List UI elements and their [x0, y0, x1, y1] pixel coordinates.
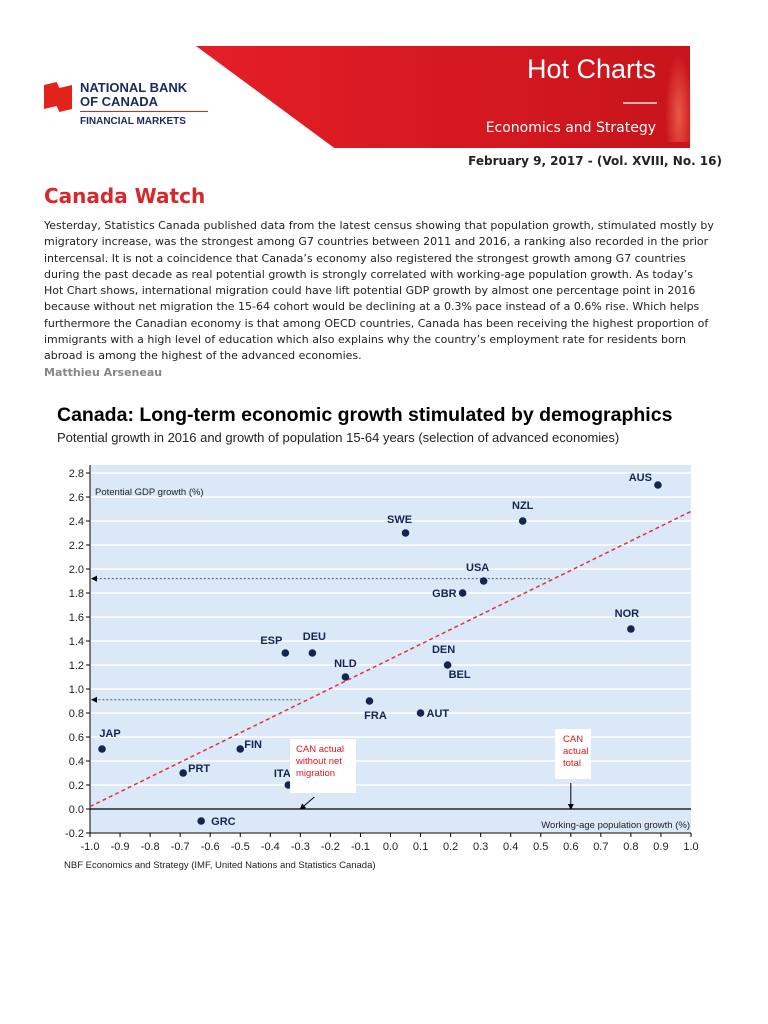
x-tick-label: -0.7 [171, 841, 190, 853]
y-tick-label: 1.4 [69, 636, 84, 648]
x-tick-label: 0.4 [503, 841, 518, 853]
data-point [341, 673, 350, 681]
logo-line: OF CANADA [80, 94, 158, 109]
point-label: JAP [99, 728, 120, 740]
y-tick-label: 2.2 [69, 540, 84, 552]
point-label: FRA [364, 710, 387, 722]
point-label: SWE [387, 514, 412, 526]
issue-date: February 9, 2017 - (Vol. XVIII, No. 16) [468, 154, 722, 168]
y-tick-label: 0.2 [69, 780, 84, 792]
x-tick-label: 0.8 [623, 841, 638, 853]
x-axis-label: Working-age population growth (%) [541, 820, 690, 831]
logo-line: NATIONAL BANK [80, 80, 188, 95]
data-point [98, 745, 106, 753]
y-tick-label: 0.8 [69, 708, 84, 720]
point-label: PRT [188, 763, 210, 775]
y-axis-label: Potential GDP growth (%) [95, 487, 204, 498]
point-label: GBR [432, 588, 457, 600]
data-point [654, 481, 662, 489]
data-point [236, 745, 245, 753]
x-tick-label: -0.6 [201, 841, 220, 853]
point-label: USA [466, 562, 489, 574]
point-label: GRC [211, 816, 236, 828]
y-tick-label: -0.2 [65, 828, 84, 840]
point-label: ITA [274, 768, 291, 780]
y-tick-label: 2.6 [69, 492, 84, 504]
point-label: AUS [629, 472, 652, 484]
chart-subtitle: Potential growth in 2016 and growth of p… [57, 430, 620, 445]
y-tick-label: 2.0 [69, 564, 84, 576]
x-tick-label: 0.5 [533, 841, 548, 853]
annotation-text: migration [296, 768, 335, 779]
data-point [197, 817, 205, 825]
x-tick-label: -0.4 [261, 841, 280, 853]
x-tick-label: -0.1 [351, 841, 370, 853]
x-tick-label: 0.6 [563, 841, 578, 853]
data-point [458, 589, 467, 597]
x-tick-label: 0.1 [413, 841, 428, 853]
flag-icon [44, 82, 72, 112]
flame-icon [665, 52, 693, 142]
point-label: ESP [260, 635, 282, 647]
data-point [281, 649, 290, 657]
data-point [479, 577, 488, 585]
x-tick-label: 0.9 [653, 841, 668, 853]
data-point [627, 625, 635, 633]
point-label: DEN [432, 644, 455, 656]
annotation-arrow [299, 796, 315, 810]
x-tick-label: 0.0 [383, 841, 398, 853]
annotation-text: actual [563, 746, 588, 757]
point-label: BEL [449, 669, 471, 681]
point-label: NLD [334, 658, 357, 670]
point-label: NOR [615, 608, 640, 620]
y-tick-label: 0.4 [69, 756, 84, 768]
y-tick-label: 2.4 [69, 516, 84, 528]
y-tick-label: 0.6 [69, 732, 84, 744]
x-tick-label: -0.9 [111, 841, 130, 853]
chart-source: NBF Economics and Strategy (IMF, United … [64, 860, 376, 871]
y-tick-label: 1.0 [69, 684, 84, 696]
article-title: Canada Watch [44, 184, 206, 208]
logo-line: FINANCIAL MARKETS [80, 116, 186, 127]
annotation-text: CAN [563, 734, 583, 745]
x-tick-label: -1.0 [81, 841, 100, 853]
data-point [179, 769, 187, 777]
point-label: FIN [244, 739, 262, 751]
annotation-box [555, 729, 591, 779]
data-point [518, 517, 527, 525]
annotation-text: total [563, 758, 581, 769]
x-tick-label: -0.2 [321, 841, 340, 853]
annotation-text: without net [295, 756, 342, 767]
x-tick-label: 1.0 [683, 841, 698, 853]
y-tick-label: 0.0 [69, 804, 84, 816]
x-tick-label: -0.3 [291, 841, 310, 853]
point-label: NZL [512, 500, 534, 512]
annotation-text: CAN actual [296, 744, 344, 755]
y-tick-label: 2.8 [69, 468, 84, 480]
data-point [401, 529, 410, 537]
data-point [416, 709, 425, 717]
publication-subtitle: Economics and Strategy [485, 120, 656, 136]
chart-title: Canada: Long-term economic growth stimul… [57, 404, 673, 426]
x-tick-label: 0.2 [443, 841, 458, 853]
data-point [308, 649, 317, 657]
article-body: Yesterday, Statistics Canada published d… [44, 219, 714, 363]
publication-title: Hot Charts [526, 54, 656, 84]
point-label: DEU [303, 631, 326, 643]
y-tick-label: 1.8 [69, 588, 84, 600]
author: Matthieu Arseneau [44, 366, 163, 379]
data-point [443, 661, 452, 669]
x-tick-label: -0.8 [141, 841, 160, 853]
annotation-box [290, 739, 356, 793]
data-point [365, 697, 374, 705]
y-tick-label: 1.6 [69, 612, 84, 624]
x-tick-label: 0.7 [593, 841, 608, 853]
x-tick-label: 0.3 [473, 841, 488, 853]
y-tick-label: 1.2 [69, 660, 84, 672]
point-label: AUT [427, 708, 450, 720]
x-tick-label: -0.5 [231, 841, 250, 853]
